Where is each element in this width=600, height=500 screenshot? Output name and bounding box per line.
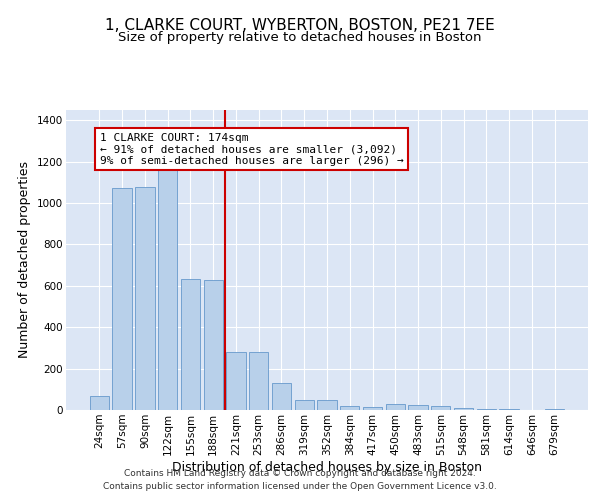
Bar: [295, 400, 314, 410]
Bar: [363, 407, 382, 410]
Bar: [272, 383, 291, 410]
Bar: [340, 406, 359, 410]
Text: Distribution of detached houses by size in Boston: Distribution of detached houses by size …: [172, 461, 482, 474]
Bar: [545, 409, 564, 410]
Text: Contains HM Land Registry data © Crown copyright and database right 2024.
Contai: Contains HM Land Registry data © Crown c…: [103, 470, 497, 491]
Bar: [386, 404, 405, 410]
Bar: [203, 280, 223, 410]
Bar: [90, 396, 109, 410]
Bar: [249, 352, 268, 410]
Bar: [431, 406, 451, 410]
Bar: [226, 352, 245, 410]
Bar: [112, 188, 132, 410]
Bar: [135, 186, 155, 410]
Bar: [409, 405, 428, 410]
Text: Size of property relative to detached houses in Boston: Size of property relative to detached ho…: [118, 31, 482, 44]
Text: 1 CLARKE COURT: 174sqm
← 91% of detached houses are smaller (3,092)
9% of semi-d: 1 CLARKE COURT: 174sqm ← 91% of detached…: [100, 133, 403, 166]
Y-axis label: Number of detached properties: Number of detached properties: [19, 162, 31, 358]
Bar: [476, 409, 496, 410]
Text: 1, CLARKE COURT, WYBERTON, BOSTON, PE21 7EE: 1, CLARKE COURT, WYBERTON, BOSTON, PE21 …: [105, 18, 495, 32]
Bar: [317, 400, 337, 410]
Bar: [181, 278, 200, 410]
Bar: [158, 150, 178, 410]
Bar: [454, 408, 473, 410]
